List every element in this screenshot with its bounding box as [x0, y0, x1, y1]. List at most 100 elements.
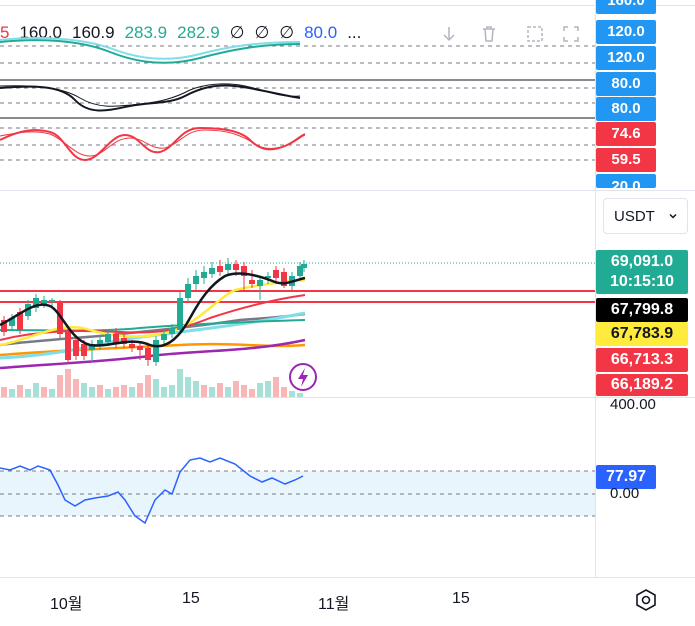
volume-bar [97, 385, 103, 397]
candle-body [1, 320, 7, 332]
legend-value: 160.9 [72, 23, 115, 42]
price-scale-border [595, 0, 596, 577]
candle-body [233, 264, 239, 270]
osc-black-line-2 [0, 83, 301, 107]
current-price-tag: 69,091.0 10:15:10 [596, 250, 688, 294]
candle-body [249, 280, 255, 284]
lightning-icon[interactable] [289, 363, 317, 391]
candle-body [217, 266, 223, 272]
volume-bar [81, 383, 87, 397]
osc-red-line-1 [0, 126, 306, 162]
time-label-oct: 10월 [50, 596, 83, 613]
candlesticks [1, 258, 307, 366]
candle-body [273, 270, 279, 278]
time-label-15a: 15 [182, 590, 200, 607]
arrow-down-icon [443, 27, 455, 42]
chevron-down-icon [669, 213, 677, 219]
legend-value: 80.0 [304, 23, 338, 42]
ma-yellow [0, 278, 306, 347]
volume-bar [241, 385, 247, 397]
volume-bars [1, 369, 303, 397]
pane-separator-2[interactable] [0, 397, 695, 398]
ma-black [0, 272, 306, 348]
hexagon-settings-icon [636, 589, 656, 611]
legend-value: 5 [0, 23, 10, 42]
currency-select[interactable]: USDT [603, 198, 688, 234]
volume-bar [209, 387, 215, 397]
volume-bar [41, 387, 47, 397]
rsi-value-tag: 77.97 [596, 465, 656, 489]
candle-body [297, 266, 303, 276]
volume-bar [233, 381, 239, 397]
settings-button[interactable] [633, 587, 659, 613]
candle-body [9, 318, 15, 326]
legend-value: ∅ [279, 23, 295, 42]
osc-scale-tag: 120.0 [596, 20, 656, 44]
volume-bar [137, 383, 143, 397]
volume-bar [121, 385, 127, 397]
candle-body [177, 298, 183, 330]
bar-countdown: 10:15:10 [609, 273, 675, 290]
chart-canvas[interactable] [0, 0, 595, 577]
ma-teal [0, 319, 306, 332]
dashed-square-icon [527, 26, 543, 42]
candle-body [137, 346, 143, 350]
level-tag-red-2: 66,189.2 [596, 374, 688, 396]
volume-bar [265, 381, 271, 397]
current-price: 69,091.0 [610, 253, 674, 270]
candle-body [129, 344, 135, 348]
osc-scale-tag: 80.0 [596, 72, 656, 96]
move-down-button[interactable] [434, 19, 464, 49]
candle-body [17, 312, 23, 330]
currency-select-value: USDT [614, 207, 655, 225]
candle-body [193, 276, 199, 284]
candle-body [145, 348, 151, 360]
candle-body [201, 272, 207, 278]
volume-bar [249, 389, 255, 397]
level-tag-yellow: 67,783.9 [596, 322, 688, 346]
trash-icon [483, 26, 495, 42]
volume-bar [281, 387, 287, 397]
indicator-legend[interactable]: 5 160.0 160.9 283.9 282.9 ∅ ∅ ∅ 80.0... [0, 20, 371, 46]
maximize-pane-button[interactable] [556, 19, 586, 49]
maximize-icon [563, 26, 579, 42]
time-label-nov: 11월 [318, 596, 350, 613]
delete-pane-button[interactable] [474, 19, 504, 49]
level-tag-red-1: 66,713.3 [596, 348, 688, 372]
candle-body [97, 340, 103, 346]
volume-bar [257, 383, 263, 397]
osc-scale-tag: 59.5 [596, 148, 656, 172]
volume-bar [129, 387, 135, 397]
legend-value: ... [347, 23, 362, 42]
osc-levels [0, 45, 595, 161]
candle-body [241, 266, 247, 276]
candle-body [65, 332, 71, 360]
volume-bar [297, 393, 303, 397]
volume-bar [65, 369, 71, 397]
candle-body [49, 300, 55, 302]
time-axis-border [0, 577, 695, 578]
candle-body [209, 268, 215, 274]
volume-bar [201, 385, 207, 397]
osc-teal-line-1 [0, 39, 301, 64]
settings-pane-button[interactable] [520, 19, 550, 49]
volume-bar [289, 391, 295, 397]
osc-top-tag: 160.0 [596, 0, 656, 14]
candle-body [105, 334, 111, 342]
legend-value: ∅ [254, 23, 270, 42]
pane-separator-1[interactable] [0, 190, 695, 191]
volume-bar [57, 375, 63, 397]
volume-bar [25, 389, 31, 397]
volume-bar [89, 387, 95, 397]
candle-body [301, 264, 307, 268]
osc-red-line-2 [0, 129, 306, 157]
candle-body [89, 344, 95, 350]
candle-body [185, 284, 191, 298]
candle-body [41, 300, 47, 304]
volume-bar [145, 375, 151, 397]
legend-value: 283.9 [124, 23, 168, 42]
candle-body [225, 264, 231, 270]
candle-body [33, 298, 39, 308]
candle-body [257, 280, 263, 286]
osc-scale-tag: 20.0 [596, 174, 656, 188]
